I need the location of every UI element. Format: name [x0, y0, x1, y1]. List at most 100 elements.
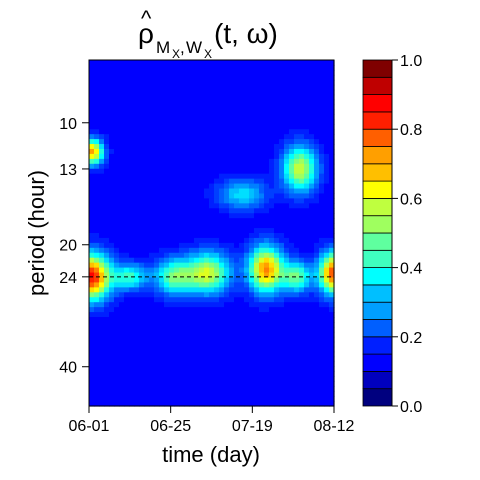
heatmap-cell: [169, 99, 175, 106]
heatmap-cell: [209, 228, 215, 234]
heatmap-cell: [194, 312, 200, 318]
heatmap-cell: [264, 168, 270, 175]
heatmap-cell: [139, 277, 145, 284]
heatmap-cell: [129, 223, 135, 229]
heatmap-cell: [179, 178, 185, 185]
heatmap-cell: [249, 336, 255, 343]
heatmap-cell: [164, 396, 170, 402]
heatmap-cell: [209, 386, 215, 392]
heatmap-cell: [279, 381, 285, 387]
heatmap-cell: [314, 242, 320, 249]
heatmap-cell: [174, 242, 180, 249]
heatmap-cell: [304, 203, 310, 209]
heatmap-cell: [99, 267, 105, 274]
heatmap-cell: [244, 144, 250, 150]
heatmap-cell: [269, 173, 275, 180]
heatmap-cell: [209, 346, 215, 353]
heatmap-cell: [229, 74, 235, 81]
heatmap-cell: [329, 129, 335, 135]
heatmap-cell: [109, 193, 115, 199]
heatmap-cell: [274, 326, 280, 333]
heatmap-cell: [139, 178, 145, 185]
heatmap-cell: [274, 381, 280, 387]
heatmap-cell: [324, 84, 330, 91]
heatmap-cell: [169, 163, 175, 170]
heatmap-cell: [164, 242, 170, 249]
heatmap-cell: [324, 69, 330, 76]
heatmap-cell: [224, 287, 230, 293]
heatmap-cell: [194, 237, 200, 244]
heatmap-cell: [209, 208, 215, 214]
heatmap-cell: [239, 391, 245, 397]
heatmap-cell: [244, 302, 250, 308]
heatmap-cell: [164, 326, 170, 333]
heatmap-cell: [294, 376, 300, 382]
heatmap-cell: [154, 396, 160, 402]
heatmap-cell: [329, 183, 335, 190]
heatmap-cell: [99, 119, 105, 125]
heatmap-cell: [149, 267, 155, 274]
heatmap-cell: [219, 148, 225, 155]
heatmap-cell: [159, 401, 165, 407]
heatmap-cell: [139, 203, 145, 209]
heatmap-cell: [174, 139, 180, 145]
heatmap-cell: [89, 297, 95, 303]
heatmap-cell: [104, 321, 110, 328]
heatmap-cell: [99, 74, 105, 81]
heatmap-cell: [224, 252, 230, 259]
heatmap-cell: [299, 247, 305, 254]
heatmap-cell: [134, 89, 140, 96]
heatmap-cell: [129, 79, 135, 86]
heatmap-cell: [174, 252, 180, 259]
heatmap-cell: [294, 163, 300, 170]
heatmap-cell: [194, 183, 200, 190]
heatmap-cell: [224, 233, 230, 239]
heatmap-cell: [319, 252, 325, 259]
heatmap-cell: [194, 139, 200, 145]
heatmap-cell: [309, 188, 315, 195]
heatmap-cell: [249, 178, 255, 185]
heatmap-cell: [134, 134, 140, 140]
heatmap-cell: [164, 188, 170, 195]
heatmap-cell: [249, 317, 255, 323]
heatmap-cell: [209, 356, 215, 363]
heatmap-cell: [139, 134, 145, 140]
heatmap-cell: [114, 361, 120, 368]
heatmap-cell: [224, 272, 230, 279]
heatmap-cell: [279, 139, 285, 145]
heatmap-cell: [284, 326, 290, 333]
heatmap-cell: [309, 237, 315, 244]
heatmap-cell: [329, 361, 335, 368]
heatmap-cell: [319, 321, 325, 328]
heatmap-cell: [184, 148, 190, 155]
heatmap-cell: [244, 64, 250, 71]
heatmap-cell: [269, 282, 275, 288]
heatmap-cell: [169, 356, 175, 363]
title-sub1: M: [156, 38, 170, 57]
heatmap-cell: [309, 144, 315, 150]
heatmap-cell: [294, 356, 300, 363]
heatmap-cell: [309, 381, 315, 387]
heatmap-cell: [274, 89, 280, 96]
heatmap-cell: [309, 129, 315, 135]
heatmap-cell: [219, 247, 225, 254]
heatmap-cell: [124, 139, 130, 145]
heatmap-cell: [284, 341, 290, 348]
heatmap-cell: [89, 356, 95, 363]
heatmap-cell: [259, 267, 265, 274]
heatmap-cell: [264, 297, 270, 303]
heatmap-cell: [324, 139, 330, 145]
heatmap-cell: [209, 183, 215, 190]
heatmap-cell: [164, 134, 170, 140]
heatmap-cell: [149, 331, 155, 338]
heatmap-cell: [144, 351, 150, 358]
heatmap-cell: [304, 208, 310, 214]
heatmap-cell: [284, 336, 290, 343]
heatmap-cell: [289, 114, 295, 120]
heatmap-cell: [189, 257, 195, 264]
heatmap-cell: [139, 391, 145, 397]
colorbar-level: [362, 284, 393, 303]
heatmap-cell: [259, 188, 265, 195]
heatmap-cell: [299, 233, 305, 239]
heatmap-cell: [119, 163, 125, 170]
